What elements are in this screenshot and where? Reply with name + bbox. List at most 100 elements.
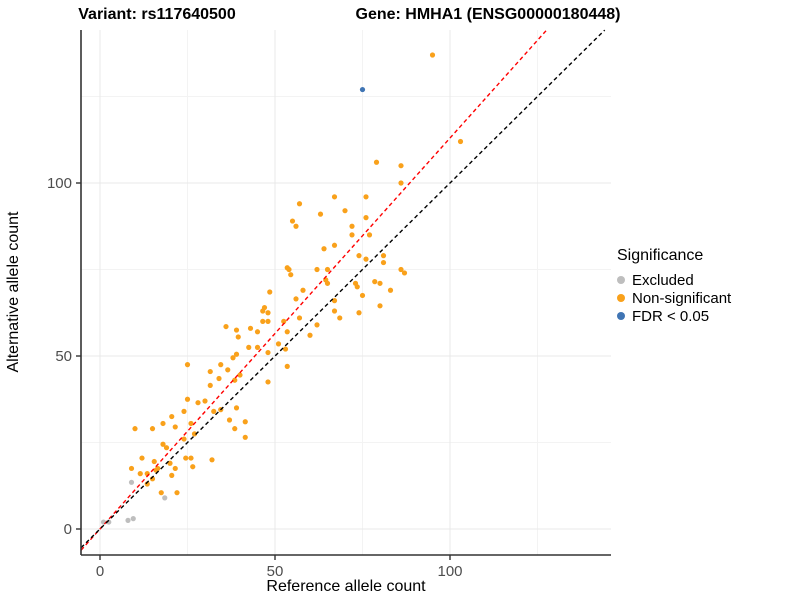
identity-line bbox=[80, 29, 606, 549]
legend-item-label: FDR < 0.05 bbox=[632, 307, 710, 325]
scatter-point bbox=[337, 315, 343, 321]
scatter-point bbox=[233, 405, 240, 411]
y-tick-label: 50 bbox=[55, 348, 72, 365]
scatter-point bbox=[125, 517, 131, 523]
legend-item-fdr: FDR < 0.05 bbox=[617, 307, 731, 325]
legend-item-non-significant: Non-significant bbox=[617, 289, 731, 307]
scatter-point bbox=[324, 280, 331, 286]
scatter-point bbox=[233, 327, 240, 333]
scatter-point bbox=[372, 279, 378, 285]
x-tick-label: 0 bbox=[96, 563, 104, 580]
scatter-point bbox=[289, 218, 296, 224]
scatter-point bbox=[137, 471, 143, 477]
y-tick-label: 100 bbox=[47, 175, 72, 192]
y-tick-label: 0 bbox=[64, 521, 72, 538]
scatter-point bbox=[242, 419, 248, 425]
scatter-point bbox=[191, 431, 198, 437]
scatter-point bbox=[209, 457, 215, 463]
fit-line bbox=[80, 29, 548, 551]
scatter-point bbox=[128, 479, 135, 485]
scatter-point bbox=[151, 458, 157, 465]
scatter-point bbox=[296, 315, 303, 321]
scatter-point bbox=[349, 223, 355, 229]
scatter-point bbox=[457, 138, 464, 145]
scatter-point bbox=[172, 424, 178, 430]
scatter-point bbox=[373, 159, 380, 165]
legend-swatch-excluded-dot bbox=[617, 276, 625, 284]
scatter-point bbox=[359, 86, 366, 93]
scatter-point bbox=[184, 362, 191, 368]
legend: Significance Excluded Non-significant FD… bbox=[617, 247, 731, 325]
scatter-point bbox=[265, 379, 271, 385]
scatter-point bbox=[265, 318, 271, 324]
scatter-point bbox=[181, 408, 187, 414]
scatter-point bbox=[232, 426, 238, 432]
scatter-point bbox=[172, 465, 178, 472]
scatter-point bbox=[160, 441, 166, 447]
scatter-point bbox=[132, 426, 138, 432]
y-axis-title: Alternative allele count bbox=[5, 211, 22, 373]
scatter-point bbox=[188, 455, 194, 461]
scatter-point bbox=[183, 455, 189, 461]
scatter-point bbox=[233, 351, 240, 357]
scatter-point bbox=[324, 266, 331, 273]
scatter-point bbox=[307, 332, 313, 338]
scatter-point bbox=[363, 215, 369, 221]
scatter-point bbox=[366, 232, 373, 238]
scatter-point bbox=[267, 289, 273, 295]
scatter-point bbox=[232, 377, 238, 383]
plot-title-variant: Variant: rs117640500 bbox=[78, 6, 236, 23]
scatter-point bbox=[265, 349, 271, 356]
scatter-point bbox=[254, 329, 261, 335]
scatter-point bbox=[265, 310, 271, 316]
scatter-point bbox=[380, 253, 387, 259]
scatter-point bbox=[242, 434, 248, 440]
x-tick-label: 50 bbox=[267, 563, 284, 580]
scatter-point bbox=[211, 408, 217, 414]
scatter-point bbox=[401, 270, 408, 276]
scatter-point bbox=[331, 308, 338, 314]
scatter-point bbox=[162, 495, 168, 501]
scatter-point bbox=[284, 329, 290, 335]
scatter-point bbox=[260, 308, 266, 314]
scatter-point bbox=[169, 413, 175, 420]
scatter-point bbox=[188, 420, 194, 427]
scatter-point bbox=[342, 208, 348, 214]
x-tick-label: 100 bbox=[437, 563, 462, 580]
scatter-point bbox=[130, 516, 136, 522]
scatter-point bbox=[225, 367, 231, 373]
scatter-point bbox=[363, 194, 369, 200]
scatter-point bbox=[377, 303, 383, 309]
scatter-point bbox=[354, 284, 360, 290]
scatter-point bbox=[321, 246, 327, 252]
scatter-point bbox=[246, 344, 252, 350]
scatter-point bbox=[331, 242, 338, 248]
scatter-point bbox=[158, 490, 164, 496]
scatter-point bbox=[230, 355, 236, 361]
scatter-point bbox=[260, 318, 266, 324]
scatter-point bbox=[398, 163, 404, 169]
scatter-point bbox=[377, 280, 383, 286]
scatter-point bbox=[237, 372, 243, 378]
scatter-point bbox=[398, 180, 404, 186]
legend-title: Significance bbox=[617, 247, 704, 264]
scatter-point bbox=[207, 368, 213, 375]
scatter-point bbox=[190, 464, 196, 470]
scatter-point bbox=[286, 266, 292, 273]
scatter-point bbox=[247, 325, 254, 331]
scatter-point bbox=[207, 382, 213, 389]
scatter-point bbox=[288, 272, 294, 278]
legend-swatch-fdr-dot bbox=[617, 312, 625, 320]
scatter-point bbox=[356, 253, 362, 259]
scatter-point bbox=[181, 436, 187, 442]
scatter-point bbox=[429, 52, 436, 58]
scatter-point bbox=[387, 287, 394, 293]
scatter-point bbox=[128, 465, 135, 472]
scatter-point bbox=[163, 445, 170, 451]
scatter-point bbox=[281, 318, 287, 324]
legend-swatch-non-significant-dot bbox=[617, 294, 625, 302]
legend-item-label: Excluded bbox=[632, 271, 694, 289]
scatter-point bbox=[195, 400, 201, 406]
